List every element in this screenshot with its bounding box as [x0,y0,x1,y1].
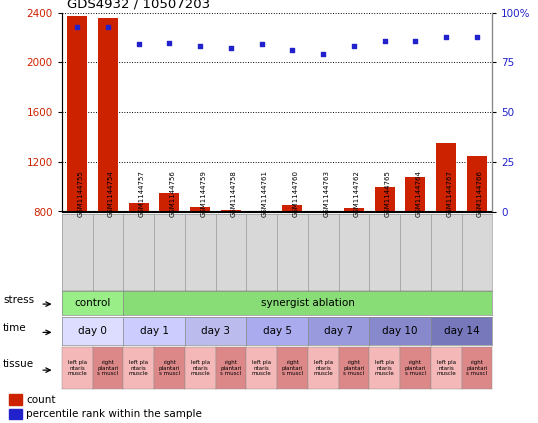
Text: left pla
ntaris
muscle: left pla ntaris muscle [129,360,148,376]
Point [442,33,450,40]
Bar [374,187,395,311]
Bar [406,177,426,311]
Point [73,23,82,30]
Bar [67,16,87,311]
Text: left pla
ntaris
muscle: left pla ntaris muscle [375,360,394,376]
Text: GSM1144756: GSM1144756 [169,170,175,217]
Text: right
plantari
s muscl: right plantari s muscl [466,360,487,376]
Bar [436,143,456,311]
Text: day 0: day 0 [78,326,107,336]
Text: count: count [26,395,56,404]
Bar [282,205,302,311]
Point [472,33,481,40]
Bar [190,206,210,311]
Text: left pla
ntaris
muscle: left pla ntaris muscle [313,360,333,376]
Text: GSM1144754: GSM1144754 [108,170,114,217]
Text: stress: stress [3,295,34,305]
Bar [9,409,22,420]
Text: left pla
ntaris
muscle: left pla ntaris muscle [190,360,210,376]
Text: day 5: day 5 [263,326,292,336]
Text: right
plantari
s muscl: right plantari s muscl [282,360,303,376]
Text: right
plantari
s muscl: right plantari s muscl [405,360,426,376]
Text: tissue: tissue [3,359,34,369]
Point [350,43,358,50]
Text: right
plantari
s muscl: right plantari s muscl [97,360,119,376]
Text: day 3: day 3 [201,326,230,336]
Point [380,37,389,44]
Text: control: control [74,298,111,308]
Text: day 7: day 7 [324,326,353,336]
Point [104,23,112,30]
Text: GSM1144757: GSM1144757 [139,170,145,217]
Text: GSM1144761: GSM1144761 [261,170,268,217]
Point [196,43,204,50]
Point [319,51,328,58]
Text: GSM1144758: GSM1144758 [231,170,237,217]
Bar [98,18,118,311]
Text: right
plantari
s muscl: right plantari s muscl [343,360,365,376]
Text: GSM1144764: GSM1144764 [415,170,421,217]
Bar [221,210,241,311]
Text: day 1: day 1 [139,326,168,336]
Bar [313,215,333,311]
Bar [252,213,272,311]
Bar [159,193,180,311]
Bar [9,394,22,404]
Point [226,45,235,52]
Text: day 14: day 14 [444,326,479,336]
Text: GSM1144765: GSM1144765 [385,170,391,217]
Bar [467,156,487,311]
Text: left pla
ntaris
muscle: left pla ntaris muscle [67,360,87,376]
Text: GSM1144763: GSM1144763 [323,170,329,217]
Point [411,37,420,44]
Point [288,47,297,54]
Bar [344,208,364,311]
Point [165,39,174,46]
Bar [129,203,148,311]
Text: GSM1144766: GSM1144766 [477,170,483,217]
Text: GDS4932 / 10507203: GDS4932 / 10507203 [67,0,210,11]
Point [134,41,143,48]
Text: GSM1144767: GSM1144767 [446,170,452,217]
Point [257,41,266,48]
Text: right
plantari
s muscl: right plantari s muscl [159,360,180,376]
Text: GSM1144762: GSM1144762 [354,170,360,217]
Text: left pla
ntaris
muscle: left pla ntaris muscle [252,360,272,376]
Text: time: time [3,323,26,333]
Text: percentile rank within the sample: percentile rank within the sample [26,409,202,419]
Text: left pla
ntaris
muscle: left pla ntaris muscle [436,360,456,376]
Text: right
plantari
s muscl: right plantari s muscl [220,360,242,376]
Text: day 10: day 10 [383,326,418,336]
Text: GSM1144759: GSM1144759 [200,170,206,217]
Text: GSM1144755: GSM1144755 [77,170,83,217]
Text: synergist ablation: synergist ablation [261,298,355,308]
Text: GSM1144760: GSM1144760 [293,170,299,217]
